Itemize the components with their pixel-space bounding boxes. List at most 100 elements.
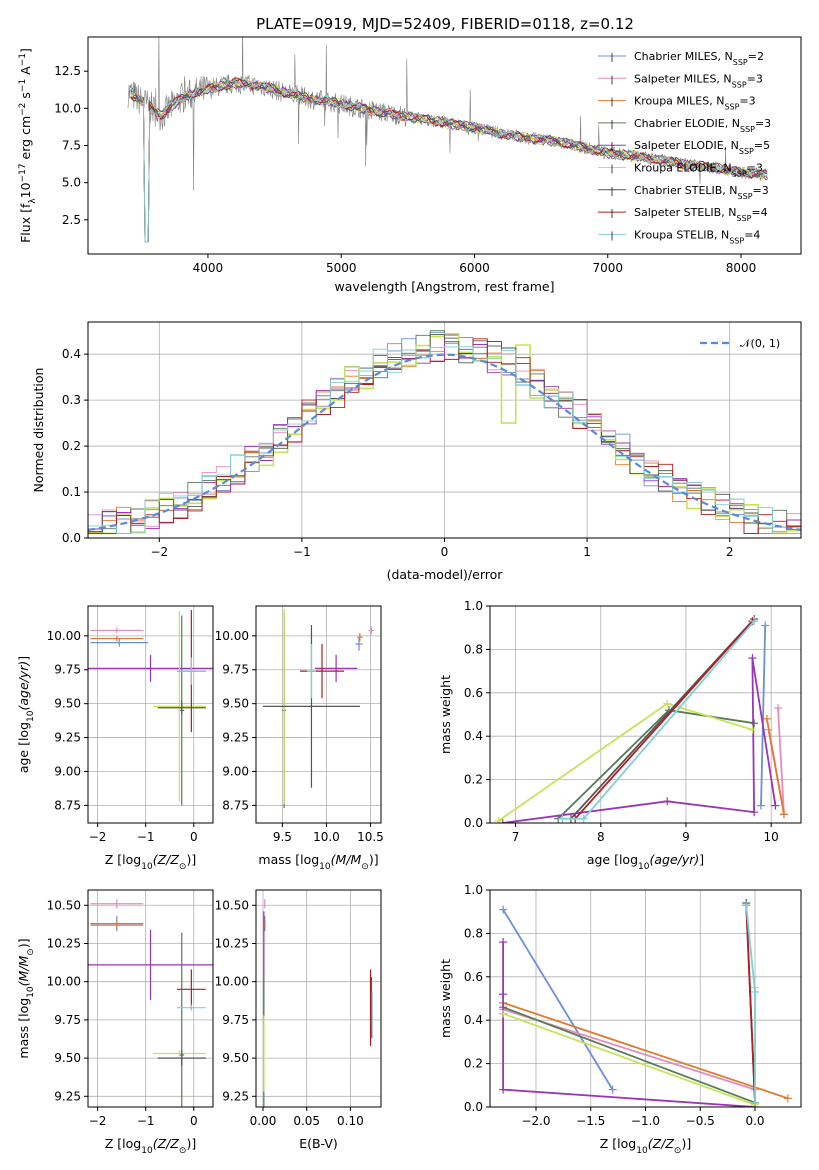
legend-marker: | xyxy=(610,98,613,108)
y-tick-label: 0.6 xyxy=(464,686,483,700)
weight-point-marker xyxy=(756,801,765,810)
legend-entry: Salpeter MILES, NSSP=3 xyxy=(634,72,763,89)
weight-point-marker xyxy=(761,621,770,630)
weight-series-line xyxy=(766,718,785,815)
figure-title: PLATE=0919, MJD=52409, FIBERID=0118, z=0… xyxy=(256,15,634,33)
x-tick-label: 5000 xyxy=(326,261,357,275)
y-tick-label: 9.75 xyxy=(54,1013,81,1027)
error-point xyxy=(90,635,144,642)
y-tick-label: 0.0 xyxy=(464,1100,483,1114)
axes-frame xyxy=(255,605,382,824)
plot-area xyxy=(88,330,801,535)
weight-point-marker xyxy=(499,1009,508,1018)
y-tick-label: 12.5 xyxy=(54,64,81,78)
y-tick-label: 9.25 xyxy=(54,1089,81,1103)
y-tick-label: 0.8 xyxy=(464,926,483,940)
error-point xyxy=(90,638,149,647)
x-tick-label: 10 xyxy=(764,830,779,844)
y-tick-label: 9.75 xyxy=(222,1013,249,1027)
y-tick-label: 9.75 xyxy=(54,663,81,677)
legend-marker: | xyxy=(610,75,613,85)
y-tick-label: 0.2 xyxy=(464,1057,483,1071)
y-tick-label: 10.50 xyxy=(47,898,81,912)
y-tick-label: 9.25 xyxy=(54,731,81,745)
x-tick-label: −1 xyxy=(137,830,155,844)
plot-area xyxy=(263,899,373,1107)
y-tick-label: 0.3 xyxy=(62,393,81,407)
x-tick-label: 10.0 xyxy=(313,830,340,844)
x-axis-label: (data-model)/error xyxy=(387,567,504,582)
y-tick-label: 8.75 xyxy=(222,798,249,812)
weight-series-line xyxy=(574,620,754,820)
x-tick-label: 2 xyxy=(726,545,734,559)
weight-series-line xyxy=(760,625,767,806)
weight-point-marker xyxy=(750,719,759,728)
y-tick-label: 10.00 xyxy=(215,975,249,989)
histogram-step xyxy=(88,338,801,534)
x-axis-label: E(B-V) xyxy=(299,1136,338,1151)
residuals-panel: −2 −1 0 1 2 0.0 0.1 0.2 0.3 0.4 (data-model)/error… xyxy=(31,321,802,582)
weight-point-marker xyxy=(750,808,759,817)
spectrum-model-line xyxy=(130,78,768,243)
weight-point-marker xyxy=(748,725,757,734)
error-point xyxy=(90,920,144,930)
plot-area xyxy=(499,899,792,1107)
error-point xyxy=(357,633,363,642)
gauss-curve xyxy=(88,353,801,531)
weight-point-marker xyxy=(558,814,567,823)
y-tick-label: 9.50 xyxy=(222,1051,249,1065)
legend-entry: Kroupa STELIB, NSSP=4 xyxy=(634,228,760,245)
plot-area xyxy=(263,608,374,809)
x-axis-label: Z [log10(Z/Z⊙)] xyxy=(600,1136,691,1156)
y-tick-label: 9.25 xyxy=(222,1089,249,1103)
x-tick-label: 0 xyxy=(441,545,449,559)
x-tick-label: 0.10 xyxy=(337,1114,364,1128)
age-vs-metallicity-panel: −2 −1 0 8.75 9.00 9.25 9.50 9.75 10.00 Z [log10(Z… xyxy=(16,605,214,872)
grid xyxy=(256,890,381,1107)
x-tick-label: 0 xyxy=(190,830,198,844)
error-point xyxy=(152,611,206,802)
y-tick-label: 10.00 xyxy=(47,629,81,643)
histogram-step xyxy=(88,334,801,534)
error-point xyxy=(355,637,363,651)
legend-marker: | xyxy=(610,165,613,175)
x-axis-label: mass [log10(M/M⊙)] xyxy=(258,852,378,872)
weight-point-marker xyxy=(773,703,782,712)
axes-frame xyxy=(489,605,802,824)
weight-series-line xyxy=(502,987,756,1107)
y-tick-label: 0.6 xyxy=(464,970,483,984)
weight-point-marker xyxy=(663,699,672,708)
x-axis-label: age [log10(age/yr)] xyxy=(587,852,704,872)
weight-point-marker xyxy=(748,654,757,663)
y-tick-label: 10.25 xyxy=(215,936,249,950)
y-axis-label: mass weight xyxy=(438,675,453,754)
y-tick-label: 5.0 xyxy=(62,176,81,190)
weight-series-line xyxy=(502,909,614,1091)
y-tick-label: 0.0 xyxy=(464,816,483,830)
error-point xyxy=(176,969,206,1010)
weight-point-marker xyxy=(751,987,760,996)
weight-point-marker xyxy=(494,816,503,823)
legend-marker: | xyxy=(610,231,613,241)
weight-point-marker xyxy=(608,1085,617,1094)
y-tick-label: 9.25 xyxy=(222,731,249,745)
weight-point-marker xyxy=(779,810,788,819)
y-tick-label: 9.00 xyxy=(54,764,81,778)
legend-entry: Chabrier ELODIE, NSSP=3 xyxy=(634,117,771,133)
weight-point-marker xyxy=(579,814,588,823)
error-point xyxy=(152,1050,206,1057)
weight-point-marker xyxy=(751,1098,760,1107)
y-tick-label: 9.50 xyxy=(222,697,249,711)
y-axis-label: age [log10(age/yr)] xyxy=(16,656,36,773)
weight-point-marker xyxy=(742,901,751,910)
y-tick-label: 0.4 xyxy=(464,729,483,743)
x-tick-label: 0.0 xyxy=(745,1114,764,1128)
error-point xyxy=(307,643,316,699)
error-point xyxy=(88,929,213,1001)
error-point xyxy=(368,626,374,635)
legend-entry: Chabrier STELIB, NSSP=3 xyxy=(634,184,769,201)
spectrum-panel: 4000 5000 6000 7000 8000 2.5 5.0 7.5 10.0 12.5 wav… xyxy=(18,36,802,294)
y-axis-label: Normed distribution xyxy=(31,368,46,493)
age-vs-mass-panel: 9.5 10.0 10.5 8.75 9.00 9.25 9.50 9.75 10.00 mass… xyxy=(215,605,384,872)
legend-marker: | xyxy=(610,209,613,219)
